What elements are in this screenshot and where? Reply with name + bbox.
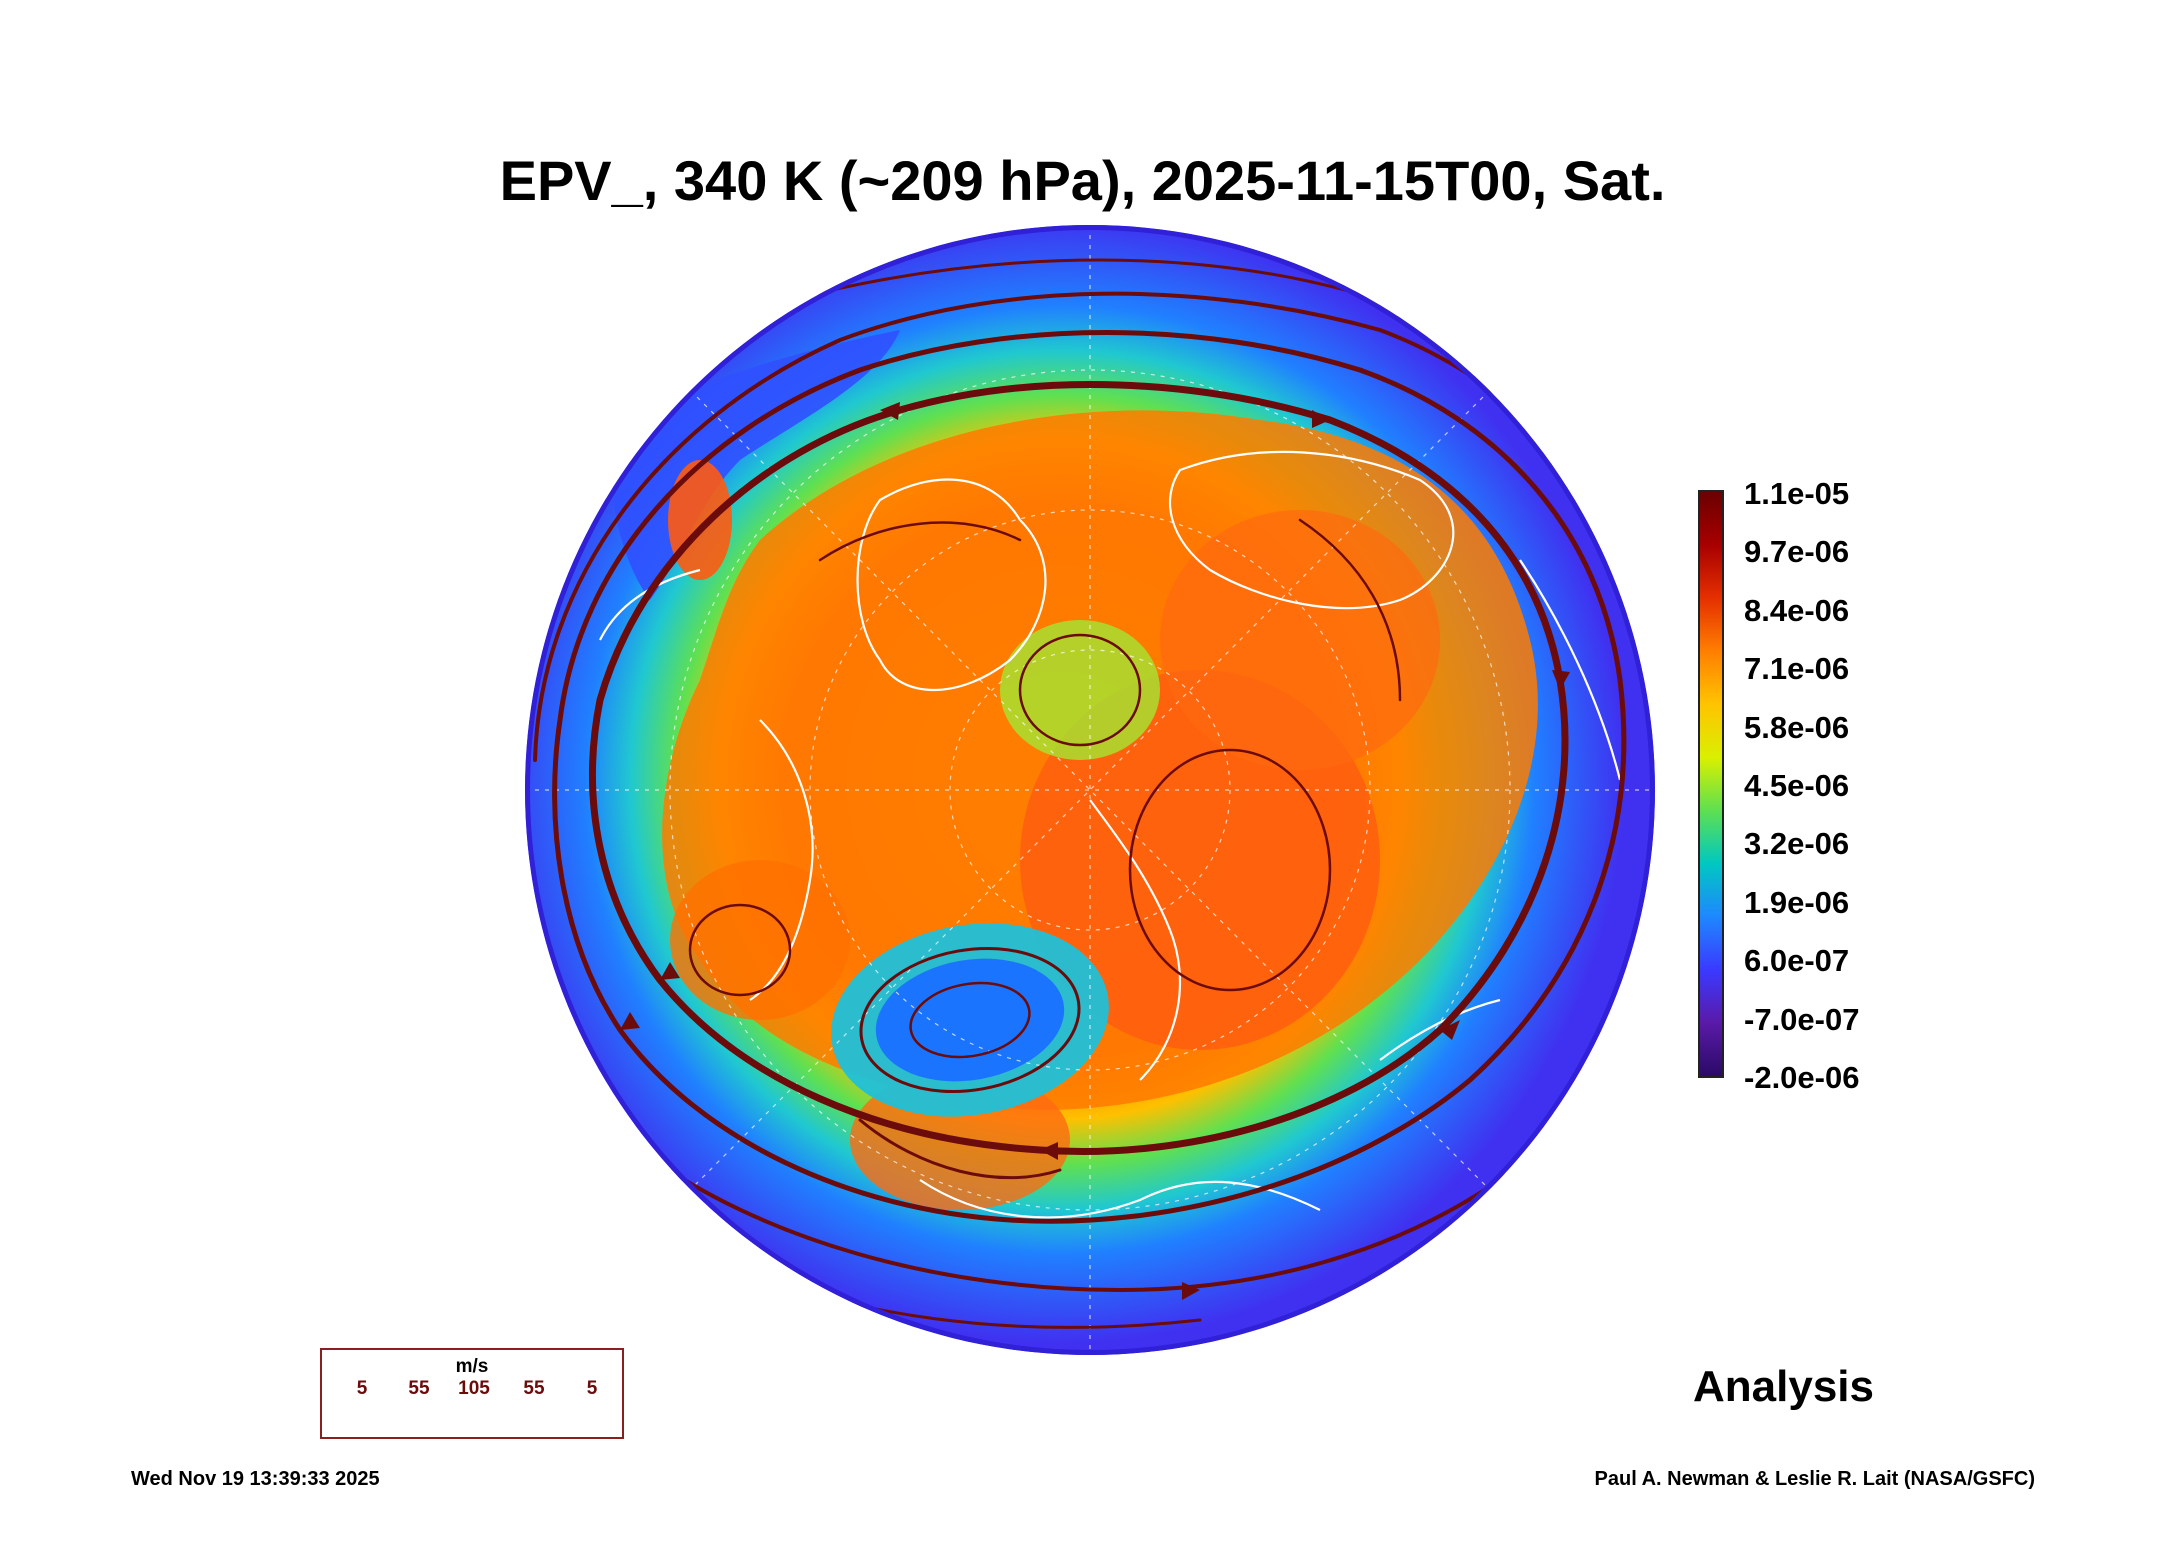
vector-legend: m/s 5 55 105 55 5 [320, 1348, 624, 1439]
colorbar-tick-label: 8.4e-06 [1744, 592, 1850, 628]
colorbar [1698, 490, 1724, 1078]
colorbar-tick-label: 3.2e-06 [1744, 826, 1850, 862]
vector-legend-value: 5 [356, 1378, 368, 1399]
streamlines [533, 258, 1655, 1329]
colorbar-tick-label: 6.0e-07 [1744, 943, 1850, 979]
colorbar-tick-label: 1.9e-06 [1744, 884, 1850, 920]
vector-legend-value: 55 [408, 1378, 430, 1399]
vector-legend-values: 5 55 105 55 5 [322, 1378, 622, 1402]
colorbar-tick-label: -2.0e-06 [1744, 1060, 1860, 1095]
vector-legend-unit: m/s [455, 1356, 489, 1377]
pv-patch-2 [1160, 510, 1440, 770]
analysis-stamp: Analysis [1693, 1362, 1874, 1411]
disk-edge [525, 225, 1655, 1355]
graticule [525, 225, 1655, 1355]
chart-title: EPV_, 340 K (~209 hPa), 2025-11-15T00, S… [499, 149, 1666, 212]
pv-patch-3 [670, 860, 850, 1020]
pv-low-atlantic-inner [875, 958, 1065, 1082]
colorbar-tick-label: -7.0e-07 [1744, 1001, 1860, 1037]
footer-timestamp: Wed Nov 19 13:39:33 2025 [131, 1468, 380, 1490]
vector-legend-value: 5 [586, 1378, 598, 1399]
vector-legend-value: 55 [523, 1378, 545, 1399]
colorbar-tick-label: 1.1e-05 [1744, 476, 1850, 511]
pv-low-north [1000, 620, 1160, 760]
map-disk [525, 225, 1655, 1355]
vector-legend-value: 105 [458, 1378, 490, 1399]
colorbar-gradient [1700, 492, 1722, 1076]
colorbar-tick-label: 4.5e-06 [1744, 768, 1850, 803]
colorbar-tick-label: 7.1e-06 [1744, 651, 1850, 687]
coastlines [599, 450, 1622, 1219]
pv-tongue [668, 460, 732, 580]
streamline-arrows [620, 402, 1570, 1300]
colorbar-tick-label: 5.8e-06 [1744, 709, 1850, 745]
footer-credit: Paul A. Newman & Leslie R. Lait (NASA/GS… [1594, 1468, 2035, 1490]
colorbar-tick-label: 9.7e-06 [1744, 534, 1850, 570]
